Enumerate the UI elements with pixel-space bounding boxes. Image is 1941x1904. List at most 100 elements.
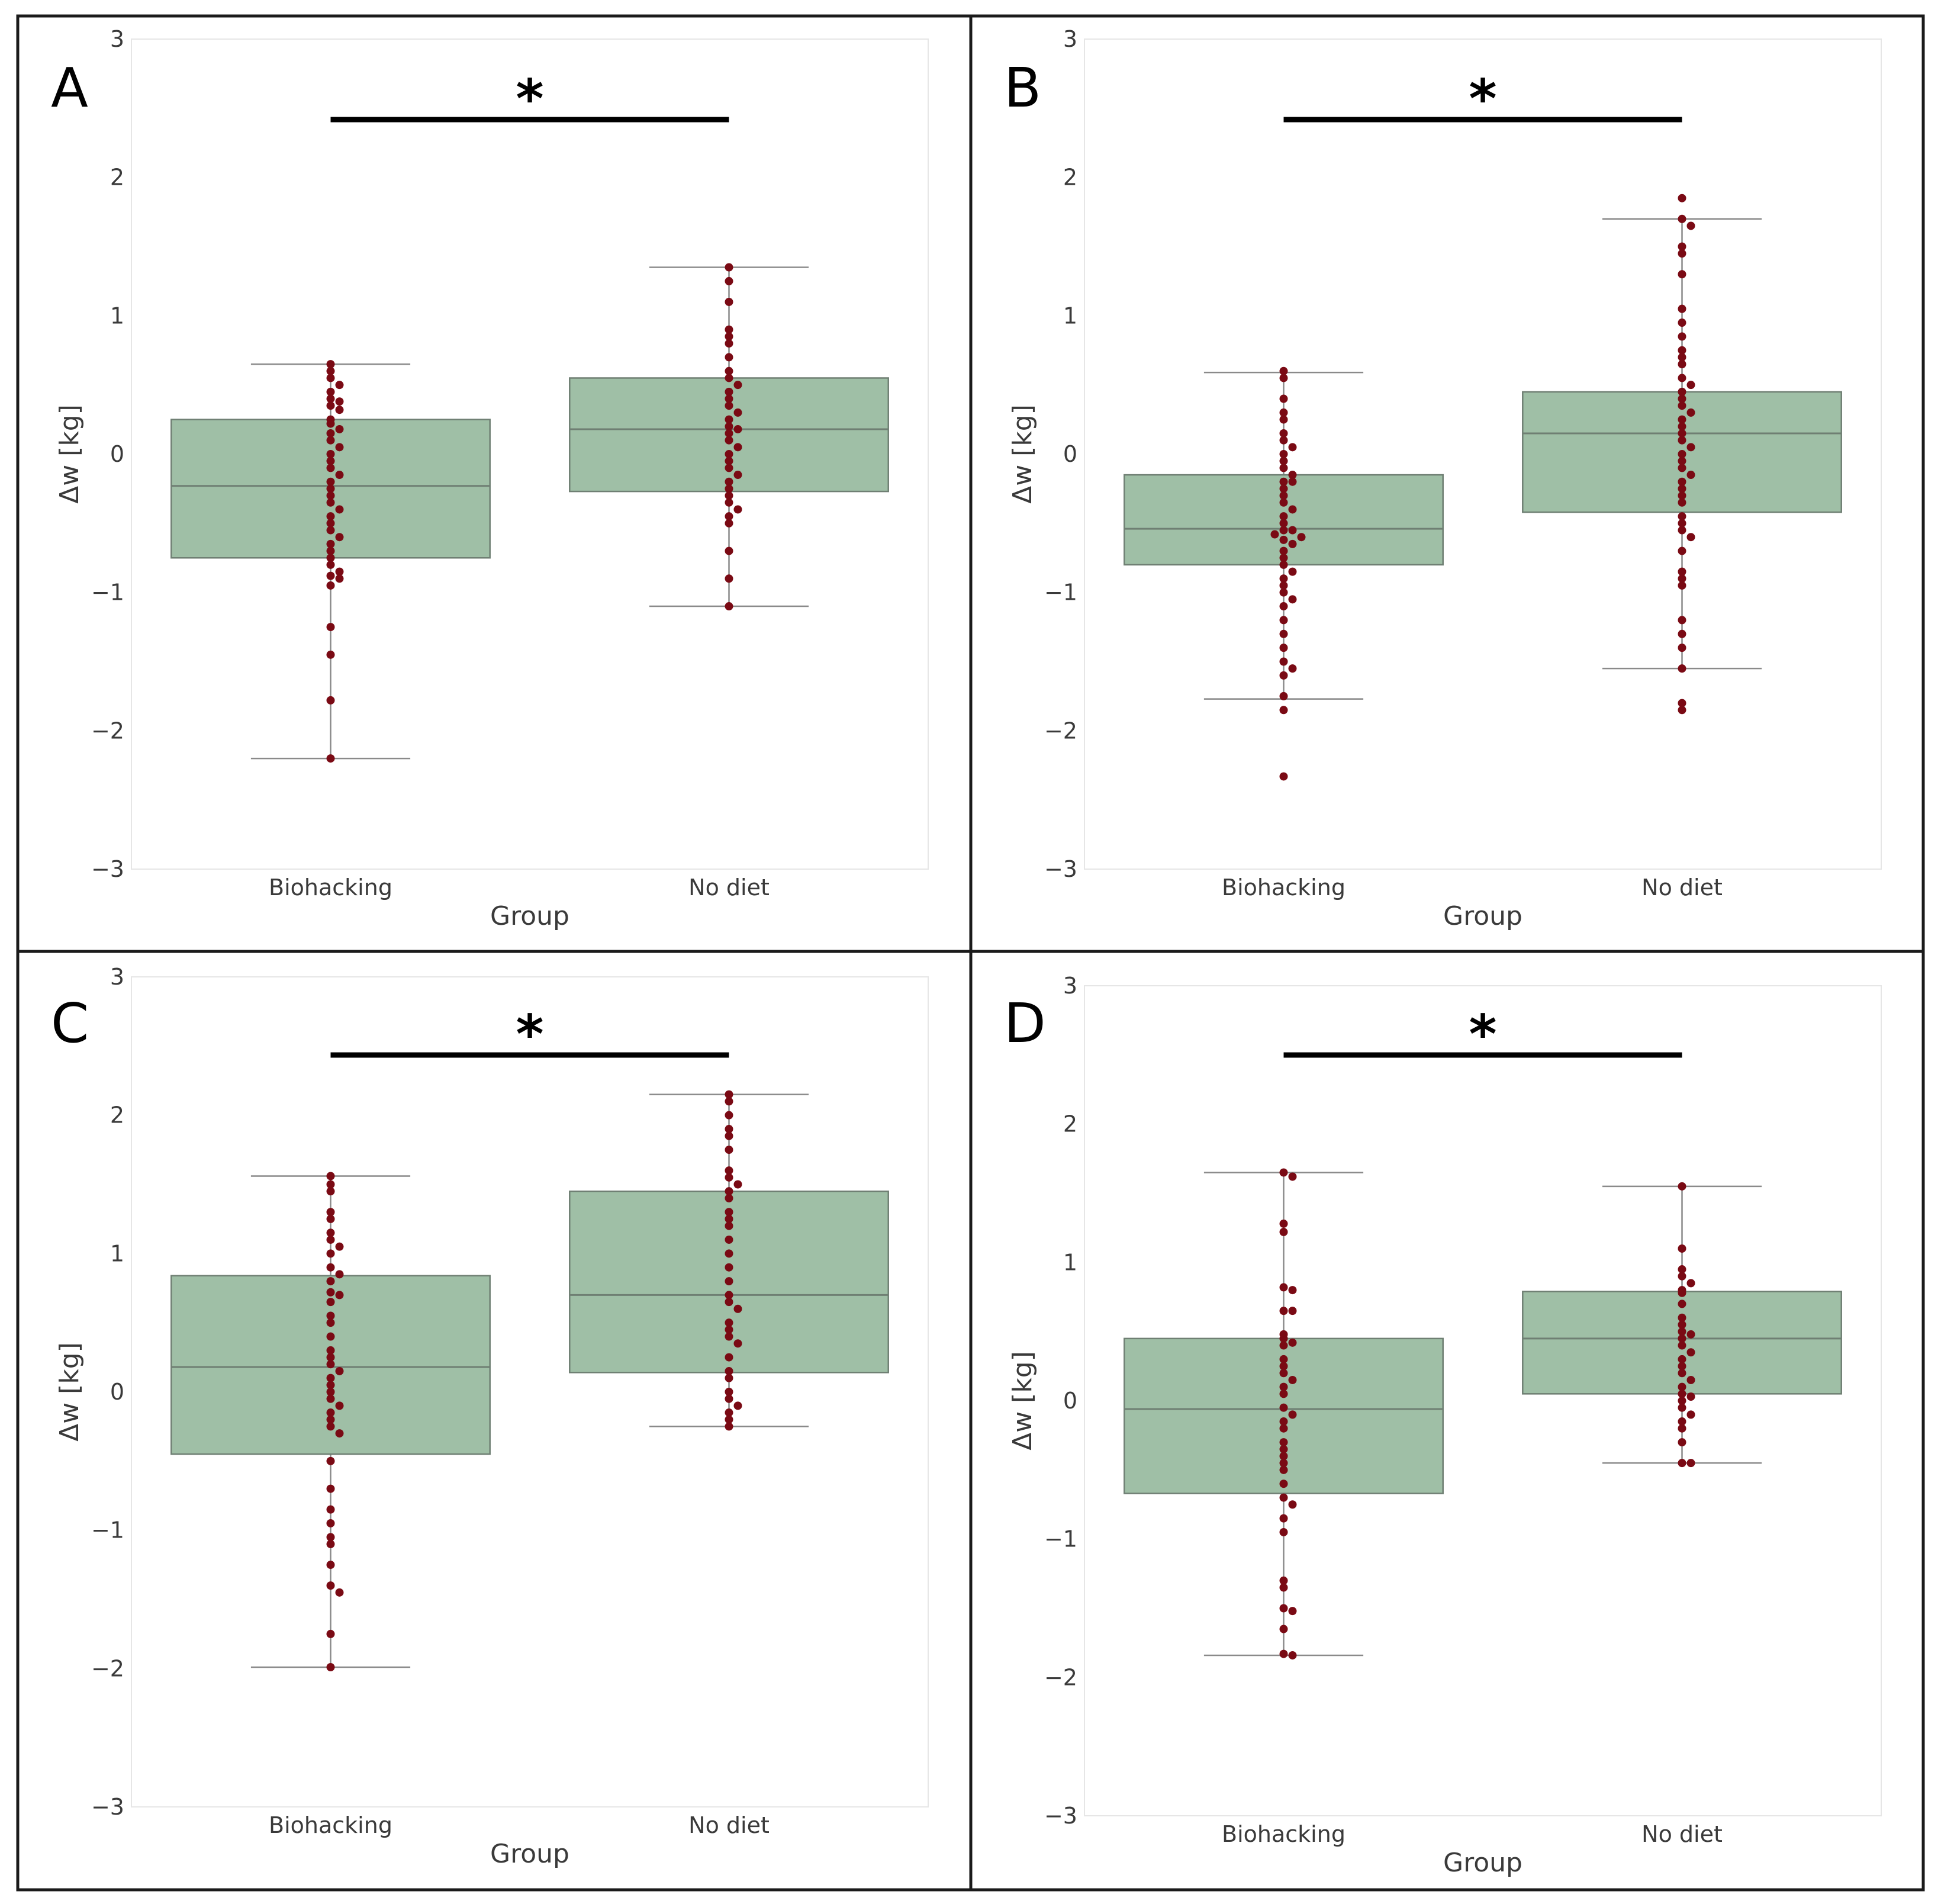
data-point [725,1332,733,1341]
data-point [326,387,335,396]
x-tick-label: Biohacking [269,874,392,900]
data-point [1279,546,1288,555]
data-point [326,512,335,521]
data-point [725,297,733,306]
data-point [1279,394,1288,403]
data-point [326,1561,335,1569]
y-tick-label: −3 [1044,856,1077,882]
figure-borders [16,14,1925,1892]
data-point [326,1540,335,1549]
data-point [326,1374,335,1382]
y-tick-label: −3 [91,1794,124,1820]
data-point [1279,602,1288,611]
data-point [326,1318,335,1327]
data-point [326,1456,335,1465]
data-point [725,1408,733,1417]
data-point [1279,491,1288,500]
data-point [326,374,335,382]
data-point [1678,249,1686,258]
swarm-no-diet [1678,1182,1695,1468]
data-point [1279,772,1288,781]
data-point [725,1111,733,1120]
data-point [1678,1272,1686,1281]
data-point [725,353,733,362]
data-point [1279,1168,1288,1177]
y-tick-label: 3 [110,964,124,990]
y-tick-label: 3 [110,26,124,52]
data-point [326,1422,335,1431]
data-point [1678,1390,1686,1398]
data-point [326,571,335,580]
data-point [326,526,335,535]
data-point [1678,456,1686,465]
data-point [1678,1424,1686,1433]
data-point [1279,456,1288,465]
data-point [1686,471,1695,480]
data-point [326,1332,335,1341]
data-point [725,1318,733,1327]
data-point [725,1097,733,1106]
chart-panel-d: −3 −2 −1 0 1 2 3 Δw [kg] Biohacking No diet Group *… [1004,973,1882,1878]
data-point [725,1125,733,1134]
data-point [725,1394,733,1403]
data-point [725,1221,733,1230]
data-point [1279,408,1288,417]
data-point [725,1366,733,1375]
data-point [1288,1338,1297,1347]
data-point [725,477,733,486]
data-point [1678,1362,1686,1371]
data-point [1686,1330,1695,1339]
data-point [1678,574,1686,583]
y-tick-label: 0 [1063,441,1077,467]
data-point [1678,422,1686,431]
panels: −3 −2 −1 0 1 2 3 Δw [kg] Biohacking No diet Group *… [51,26,1882,1878]
x-tick-label: No diet [688,1812,770,1838]
chart-panel-a: −3 −2 −1 0 1 2 3 Δw [kg] Biohacking No diet Group *… [51,26,929,931]
data-point [326,484,335,493]
data-point [326,546,335,555]
data-point [326,477,335,486]
data-point [326,1298,335,1307]
data-point [335,1366,344,1375]
panel-label: A [51,56,88,120]
data-point [1288,1410,1297,1419]
x-tick-label: Biohacking [1222,1821,1345,1847]
data-point [1288,595,1297,604]
data-point [1678,1327,1686,1336]
data-point [1279,436,1288,445]
data-point [326,1381,335,1390]
data-point [1678,270,1686,279]
data-point [1678,498,1686,507]
data-point [725,546,733,555]
data-point [1288,526,1297,535]
data-point [725,1146,733,1154]
x-tick-label: No diet [1641,874,1723,900]
x-tick-label: Biohacking [1222,874,1345,900]
data-point [725,1415,733,1424]
data-point [335,1291,344,1300]
x-axis-label: Group [490,901,569,931]
data-point [326,1214,335,1223]
data-point [1288,505,1297,514]
chart-panel-b: −3 −2 −1 0 1 2 3 Δw [kg] Biohacking No diet Group *… [1004,26,1882,931]
data-point [326,1505,335,1514]
data-point [326,1415,335,1424]
data-point [1279,657,1288,666]
swarm-biohacking [1270,366,1306,781]
data-point [326,401,335,410]
data-point [326,1388,335,1396]
data-point [1678,387,1686,396]
swarm-biohacking [326,360,344,763]
data-point [326,539,335,548]
data-point [1678,546,1686,555]
y-tick-label: −2 [1044,1664,1077,1690]
data-point [1686,381,1695,390]
data-point [1678,1182,1686,1191]
data-point [1279,519,1288,528]
data-point [733,1180,742,1189]
data-point [326,519,335,528]
data-point [1678,1244,1686,1253]
data-point [1678,1369,1686,1378]
data-point [1279,1307,1288,1316]
data-point [1288,477,1297,486]
